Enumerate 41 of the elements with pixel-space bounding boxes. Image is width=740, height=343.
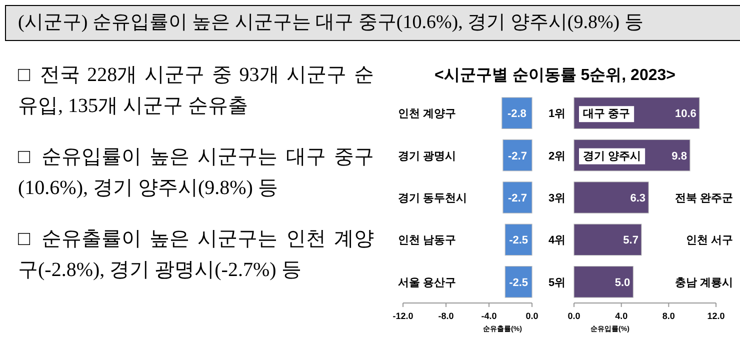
y-tick-label: 서울 용산구 [398,276,456,289]
annotation: 인천 서구 [686,234,733,247]
x-tick-label: 4.0 [615,311,628,321]
data-label: 10.6 [675,108,696,120]
text: □ 순유출률이 높은 시군구는 인천 계양구(-2.8%), 경기 광명시(-2.7%) 등 [18,227,374,283]
y-tick-label: 인천 계양구 [398,108,456,120]
bar [574,182,649,214]
data-label: -2.7 [508,150,527,162]
x-tick-label: 12.0 [707,311,725,321]
annotation: 충남 계룡시 [674,276,733,289]
chart-title: <시군구별 순이동률 5순위, 2023> [434,67,676,84]
annotation: 대구 중구 [583,108,630,120]
text: (시군구) 순유입률이 높은 시군구는 대구 중구(10.6%), 경기 양주시(9.8%) 등 [5,5,740,41]
text: □ 순유입률이 높은 시군구는 대구 중구(10.6%), 경기 양주시(9.8%) 등 [18,145,374,201]
bar [574,224,642,256]
y-tick-label: 3위 [548,192,566,204]
y-tick-label: 4위 [548,234,566,247]
y-tick-label: 경기 광명시 [398,150,456,162]
data-label: -2.5 [509,276,528,289]
x-tick-label: 8.0 [662,311,675,321]
data-label: -2.8 [507,108,526,120]
data-label: 5.7 [623,234,638,247]
y-tick-label: 2위 [548,150,566,162]
x-tick-label: -8.0 [438,311,454,321]
x-tick-label: -4.0 [481,311,497,321]
y-tick-label: 1위 [548,108,566,120]
annotation: 경기 양주시 [583,150,642,162]
annotation: 전북 완주군 [674,192,733,204]
bar [574,266,634,298]
data-label: 5.0 [614,276,630,289]
y-tick-label: 5위 [548,276,566,289]
data-label: 6.3 [630,192,646,204]
x-tick-label: 0.0 [568,311,580,321]
data-label: -2.5 [509,234,528,247]
data-label: 9.8 [672,150,687,162]
x-tick-label: 0.0 [526,311,538,321]
y-tick-label: 인천 남동구 [398,234,456,247]
x-tick-label: -12.0 [392,311,414,321]
y-tick-label: 경기 동두천시 [398,192,468,204]
data-label: -2.7 [508,192,527,204]
text: □ 전국 228개 시군구 중 93개 시군구 순유입, 135개 시군구 순유출 [18,63,374,119]
